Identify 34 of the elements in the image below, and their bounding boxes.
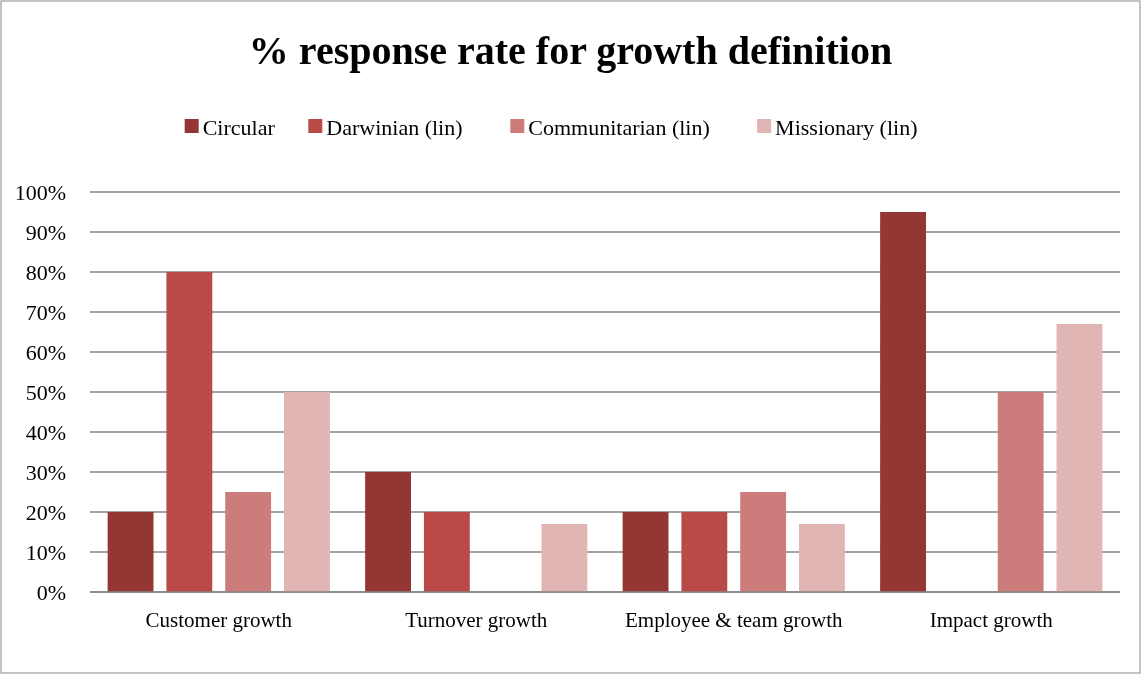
bar xyxy=(541,524,588,592)
bar xyxy=(622,512,669,592)
bar xyxy=(740,492,787,592)
x-tick-label: Employee & team growth xyxy=(624,608,844,632)
y-tick-label: 30% xyxy=(25,459,66,485)
y-tick-label: 40% xyxy=(25,419,66,445)
y-tick-label: 50% xyxy=(25,379,66,405)
legend-label: Darwinian (lin) xyxy=(326,114,463,140)
y-tick-label: 100% xyxy=(14,179,66,205)
legend-label: Circular xyxy=(202,114,276,140)
y-tick-label: 80% xyxy=(25,259,66,285)
bar xyxy=(423,512,470,592)
x-tick-label: Turnover growth xyxy=(405,608,548,632)
y-tick-label: 60% xyxy=(25,339,66,365)
bar xyxy=(681,512,728,592)
bar xyxy=(1056,324,1103,592)
bar xyxy=(799,524,845,592)
legend-label: Missionary (lin) xyxy=(775,114,918,140)
x-tick-label: Impact growth xyxy=(929,608,1054,632)
y-tick-label: 70% xyxy=(25,299,66,325)
bar xyxy=(107,512,154,592)
bar xyxy=(284,392,330,592)
bar xyxy=(166,272,213,592)
x-tick-label: Customer growth xyxy=(145,608,293,632)
y-tick-label: 0% xyxy=(36,579,66,605)
bar xyxy=(225,492,272,592)
bar xyxy=(997,392,1044,592)
bar xyxy=(880,212,926,592)
bar xyxy=(365,472,411,592)
legend-label: Communitarian (lin) xyxy=(528,114,710,140)
y-tick-label: 90% xyxy=(25,219,66,245)
y-tick-label: 20% xyxy=(25,499,66,525)
chart-title: % response rate for growth definition xyxy=(248,28,893,73)
y-tick-label: 10% xyxy=(25,539,66,565)
